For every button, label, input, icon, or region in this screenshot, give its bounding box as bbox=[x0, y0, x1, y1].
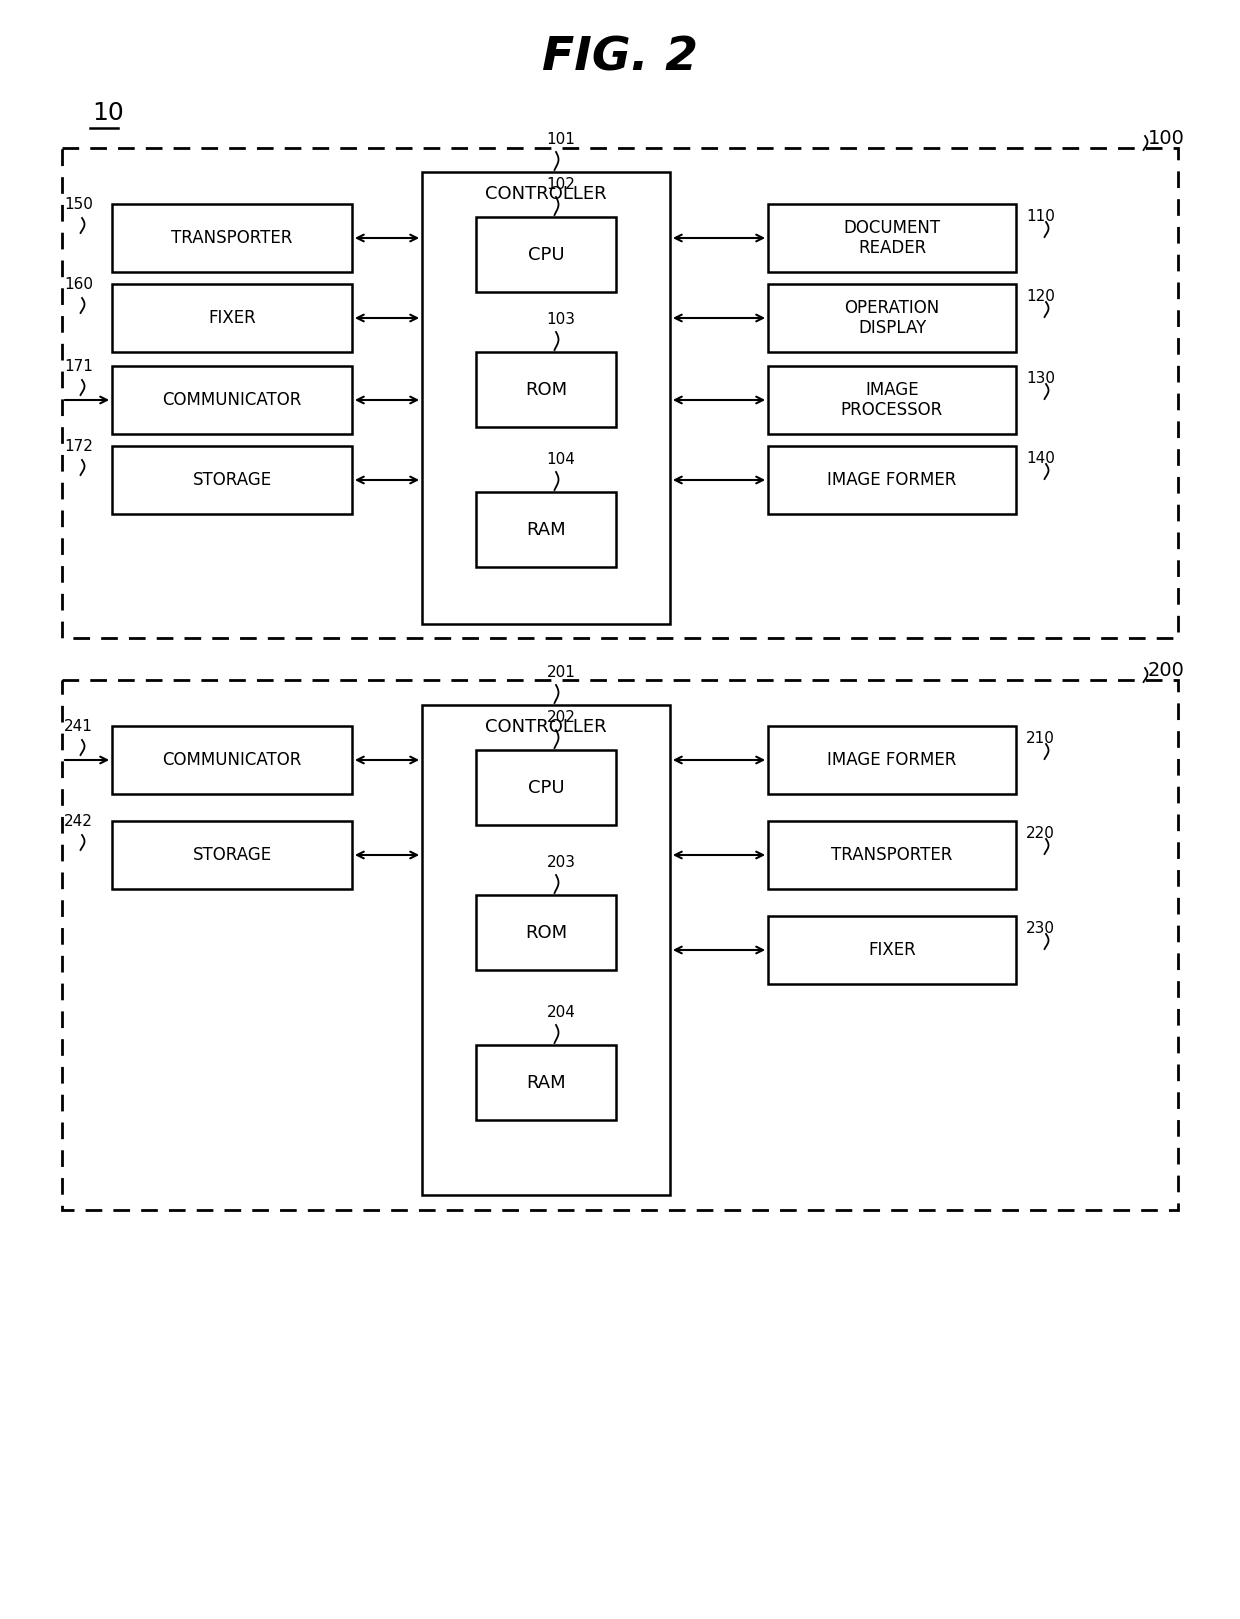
Text: 230: 230 bbox=[1025, 921, 1055, 936]
Bar bbox=[62, 680, 1178, 1209]
Bar bbox=[768, 283, 1016, 351]
Bar bbox=[422, 704, 670, 1195]
Text: CPU: CPU bbox=[528, 779, 564, 797]
Text: CPU: CPU bbox=[528, 246, 564, 264]
Text: 102: 102 bbox=[547, 176, 575, 193]
Bar bbox=[112, 366, 352, 434]
Bar bbox=[768, 725, 1016, 793]
Bar bbox=[476, 492, 616, 567]
Text: OPERATION
DISPLAY: OPERATION DISPLAY bbox=[844, 298, 940, 337]
Text: IMAGE FORMER: IMAGE FORMER bbox=[827, 751, 957, 769]
Text: 172: 172 bbox=[64, 439, 93, 453]
Text: 100: 100 bbox=[1148, 130, 1185, 147]
Bar bbox=[476, 750, 616, 826]
Text: STORAGE: STORAGE bbox=[192, 471, 272, 489]
Bar bbox=[476, 1044, 616, 1120]
Bar bbox=[768, 204, 1016, 272]
Text: CONTROLLER: CONTROLLER bbox=[485, 185, 606, 202]
Text: IMAGE FORMER: IMAGE FORMER bbox=[827, 471, 957, 489]
Text: 110: 110 bbox=[1025, 209, 1055, 223]
Bar bbox=[112, 821, 352, 889]
Bar bbox=[112, 445, 352, 513]
Text: 104: 104 bbox=[547, 452, 575, 466]
Text: 241: 241 bbox=[64, 719, 93, 733]
Bar bbox=[112, 204, 352, 272]
Text: 202: 202 bbox=[547, 711, 575, 725]
Bar bbox=[112, 725, 352, 793]
Text: COMMUNICATOR: COMMUNICATOR bbox=[162, 392, 301, 410]
Text: 242: 242 bbox=[64, 814, 93, 829]
Text: 140: 140 bbox=[1025, 452, 1055, 466]
Text: 101: 101 bbox=[547, 133, 575, 147]
Bar bbox=[768, 916, 1016, 984]
Text: RAM: RAM bbox=[526, 1073, 565, 1091]
Bar bbox=[476, 217, 616, 291]
Text: IMAGE
PROCESSOR: IMAGE PROCESSOR bbox=[841, 380, 944, 419]
Text: FIXER: FIXER bbox=[208, 309, 255, 327]
Text: DOCUMENT
READER: DOCUMENT READER bbox=[843, 219, 941, 257]
Bar bbox=[62, 147, 1178, 638]
Text: ROM: ROM bbox=[525, 380, 567, 398]
Bar bbox=[112, 283, 352, 351]
Text: FIG. 2: FIG. 2 bbox=[542, 36, 698, 81]
Bar bbox=[768, 445, 1016, 513]
Text: 220: 220 bbox=[1025, 826, 1055, 840]
Text: 120: 120 bbox=[1025, 290, 1055, 304]
Text: 171: 171 bbox=[64, 359, 93, 374]
Text: STORAGE: STORAGE bbox=[192, 847, 272, 865]
Text: 201: 201 bbox=[547, 665, 575, 680]
Text: 160: 160 bbox=[64, 277, 93, 291]
Bar bbox=[476, 351, 616, 427]
Bar bbox=[768, 366, 1016, 434]
Text: 150: 150 bbox=[64, 198, 93, 212]
Text: COMMUNICATOR: COMMUNICATOR bbox=[162, 751, 301, 769]
Bar bbox=[768, 821, 1016, 889]
Text: CONTROLLER: CONTROLLER bbox=[485, 717, 606, 737]
Bar bbox=[422, 172, 670, 623]
Text: 200: 200 bbox=[1148, 661, 1185, 680]
Text: 203: 203 bbox=[547, 855, 575, 869]
Text: TRANSPORTER: TRANSPORTER bbox=[831, 847, 952, 865]
Text: TRANSPORTER: TRANSPORTER bbox=[171, 228, 293, 248]
Text: FIXER: FIXER bbox=[868, 941, 916, 958]
Text: 210: 210 bbox=[1025, 732, 1055, 746]
Text: ROM: ROM bbox=[525, 923, 567, 942]
Text: 130: 130 bbox=[1025, 371, 1055, 385]
Text: 103: 103 bbox=[547, 312, 575, 327]
Bar bbox=[476, 895, 616, 970]
Text: RAM: RAM bbox=[526, 520, 565, 539]
Text: 10: 10 bbox=[92, 100, 124, 125]
Text: 204: 204 bbox=[547, 1005, 575, 1020]
